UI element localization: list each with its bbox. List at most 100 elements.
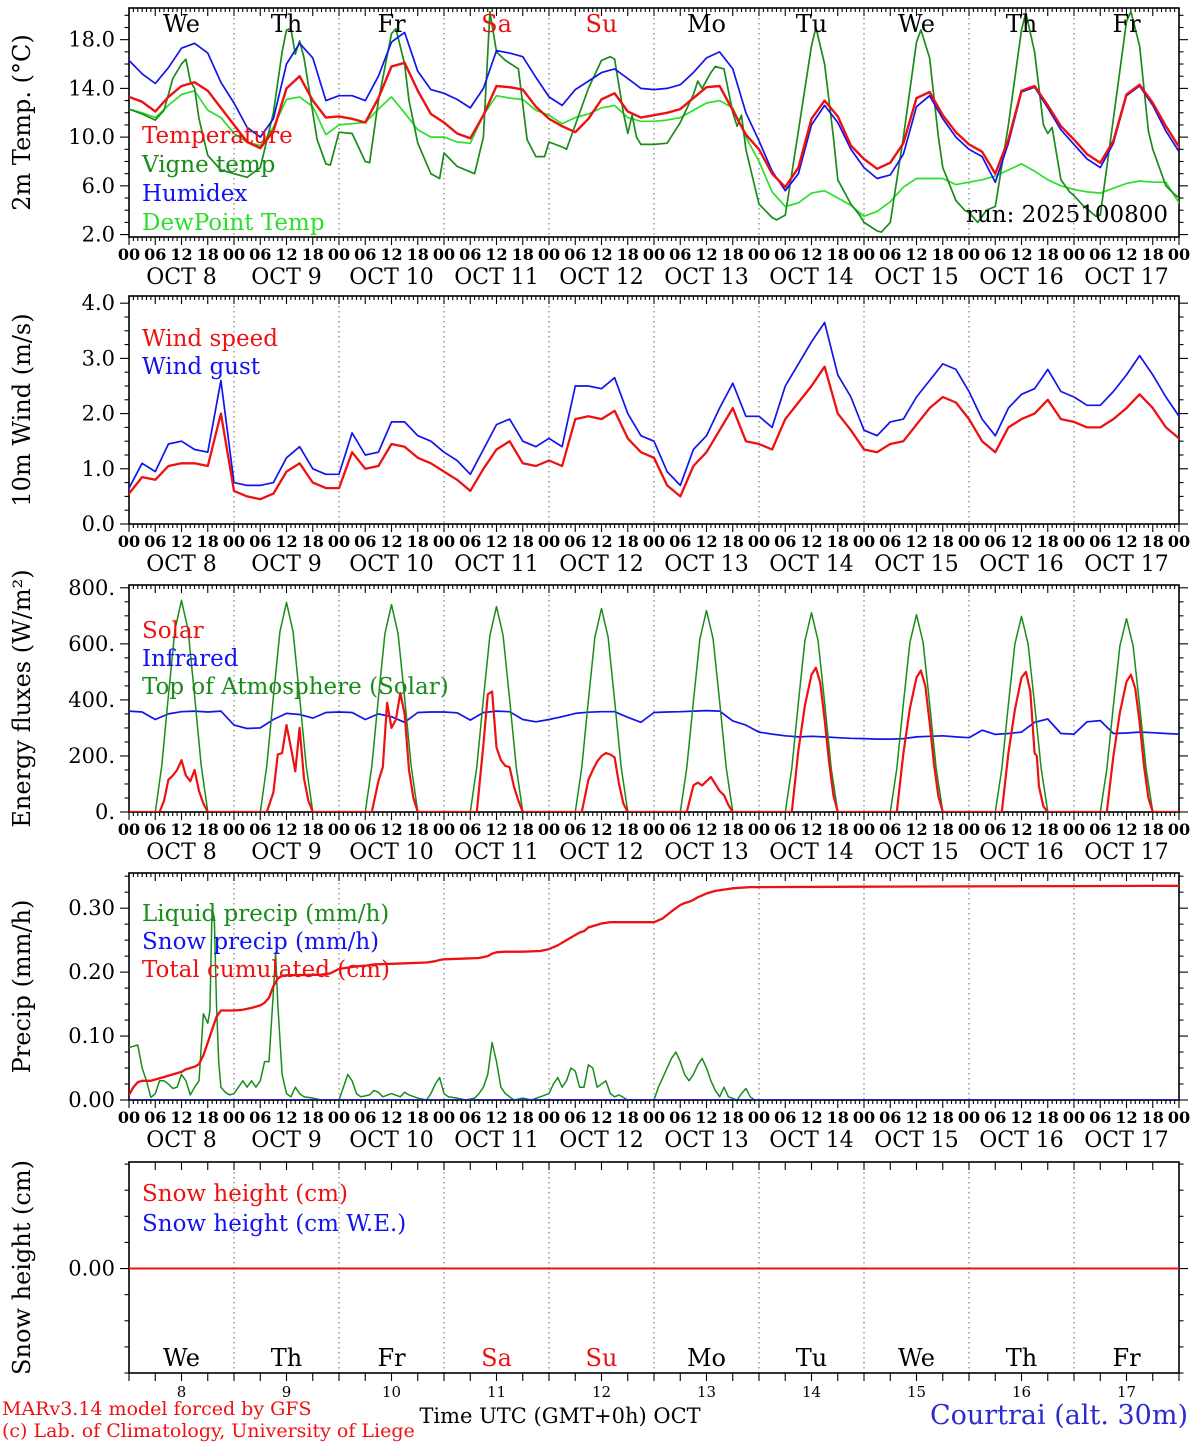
date-oct-label: OCT 9 <box>251 1128 322 1153</box>
hour-tick-label: 18 <box>407 532 429 551</box>
hour-tick-label: 12 <box>485 820 507 839</box>
hour-tick-label: 06 <box>984 820 1006 839</box>
hour-tick-label: 00 <box>643 532 665 551</box>
date-oct-label: OCT 16 <box>979 265 1064 290</box>
date-oct-label: OCT 13 <box>664 840 749 865</box>
hour-tick-label: 00 <box>328 820 350 839</box>
hour-tick-label: 18 <box>197 1108 219 1127</box>
date-oct-label: OCT 11 <box>454 265 539 290</box>
hour-tick-label: 00 <box>643 820 665 839</box>
hour-tick-label: 00 <box>748 820 770 839</box>
panel-precipitation: 0.30 0.20 0.10 0.00 Precip (mm/h) Liquid prec… <box>8 872 1190 1153</box>
hour-tick-label: 12 <box>905 820 927 839</box>
hour-tick-label: 18 <box>512 532 534 551</box>
date-number-label: 16 <box>1012 1383 1031 1401</box>
hour-tick-label: 12 <box>275 245 297 264</box>
y-tick-label: 0.00 <box>68 1088 115 1112</box>
date-oct-label: OCT 10 <box>349 1128 434 1153</box>
y-axis-title: 2m Temp. (°C) <box>8 34 36 210</box>
hour-tick-label: 00 <box>538 820 560 839</box>
hour-tick-label: 06 <box>879 1108 901 1127</box>
hour-tick-label: 18 <box>932 532 954 551</box>
hour-tick-label: 12 <box>695 532 717 551</box>
date-oct-label: OCT 12 <box>559 552 644 577</box>
hour-tick-label: 00 <box>1063 532 1085 551</box>
date-oct-label: OCT 8 <box>146 552 217 577</box>
hour-tick-label: 18 <box>407 820 429 839</box>
hour-tick-label: 06 <box>984 532 1006 551</box>
series-dewpoint-temp <box>129 89 1179 218</box>
copyright-line: (c) Lab. of Climatology, University of L… <box>2 1420 415 1442</box>
hour-tick-label: 18 <box>827 245 849 264</box>
legend-entry: Humidex <box>142 181 247 207</box>
hour-tick-label: 12 <box>485 245 507 264</box>
hour-tick-label: 18 <box>512 245 534 264</box>
legend-entry: Snow precip (mm/h) <box>142 929 379 955</box>
model-credit-line: MARv3.14 model forced by GFS <box>2 1398 312 1420</box>
hour-tick-label: 00 <box>538 1108 560 1127</box>
hour-tick-label: 00 <box>328 1108 350 1127</box>
y-tick-label: 1.0 <box>82 457 115 481</box>
hour-tick-label: 06 <box>564 1108 586 1127</box>
y-tick-label: 4.0 <box>82 291 115 315</box>
weekday-label: Fr <box>377 10 406 38</box>
weekday-label: Tu <box>796 10 827 38</box>
date-oct-label: OCT 8 <box>146 1128 217 1153</box>
hour-tick-label: 12 <box>695 1108 717 1127</box>
weekday-label: We <box>163 10 200 38</box>
hour-tick-label: 12 <box>590 245 612 264</box>
panel-wind-10m: 4.0 3.0 2.0 1.0 0.0 10m Wind (m/s) Wind speedW… <box>8 291 1190 577</box>
hour-tick-label: 06 <box>879 245 901 264</box>
hour-tick-label: 06 <box>1089 245 1111 264</box>
legend-entry: Wind gust <box>142 354 261 380</box>
hour-tick-label: 06 <box>459 532 481 551</box>
hour-tick-label: 12 <box>905 532 927 551</box>
legend-entry: Total cumulated (cm) <box>142 957 390 983</box>
hour-tick-label: 12 <box>380 532 402 551</box>
hour-tick-label: 06 <box>144 1108 166 1127</box>
hour-tick-label: 00 <box>853 1108 875 1127</box>
hour-tick-label: 06 <box>774 532 796 551</box>
hour-tick-label: 06 <box>249 820 271 839</box>
hour-tick-label: 18 <box>407 1108 429 1127</box>
hour-tick-label: 18 <box>302 820 324 839</box>
hour-tick-label: 12 <box>800 532 822 551</box>
hour-tick-label: 06 <box>459 1108 481 1127</box>
y-tick-label: 0.10 <box>68 1024 115 1048</box>
hour-tick-label: 18 <box>617 1108 639 1127</box>
date-oct-label: OCT 11 <box>454 1128 539 1153</box>
hour-tick-label: 00 <box>538 245 560 264</box>
date-number-label: 14 <box>802 1383 821 1401</box>
date-oct-label: OCT 17 <box>1084 1128 1169 1153</box>
y-tick-label: 600. <box>68 632 115 656</box>
series-temperature <box>129 61 1179 189</box>
hour-tick-label: 18 <box>827 820 849 839</box>
y-tick-label: 0. <box>95 800 115 824</box>
panel-snow-height: 0.00 Snow height (cm) Snow height (cm) Snow… <box>8 1160 1188 1401</box>
y-tick-label: 6.0 <box>82 174 115 198</box>
date-oct-label: OCT 8 <box>146 265 217 290</box>
weekday-label: Sa <box>481 10 512 38</box>
hour-tick-label: 06 <box>879 820 901 839</box>
hour-tick-label: 12 <box>485 1108 507 1127</box>
hour-tick-label: 12 <box>275 820 297 839</box>
hour-tick-label: 18 <box>1142 532 1164 551</box>
date-oct-label: OCT 17 <box>1084 265 1169 290</box>
date-oct-label: OCT 13 <box>664 552 749 577</box>
y-tick-label: 800. <box>68 576 115 600</box>
weekday-label: We <box>898 10 935 38</box>
y-tick-label: 10.0 <box>68 125 115 149</box>
date-oct-label: OCT 17 <box>1084 552 1169 577</box>
date-oct-label: OCT 12 <box>559 265 644 290</box>
hour-tick-label: 06 <box>669 532 691 551</box>
hour-tick-label: 06 <box>144 532 166 551</box>
hour-tick-label: 12 <box>170 1108 192 1127</box>
date-oct-label: OCT 13 <box>664 265 749 290</box>
legend-entry: Solar <box>142 618 204 644</box>
y-tick-label: 200. <box>68 744 115 768</box>
series-vigne-temp <box>129 10 1179 233</box>
hour-tick-label: 18 <box>197 532 219 551</box>
date-oct-label: OCT 15 <box>874 1128 959 1153</box>
hour-tick-label: 18 <box>1037 820 1059 839</box>
date-oct-label: OCT 12 <box>559 840 644 865</box>
